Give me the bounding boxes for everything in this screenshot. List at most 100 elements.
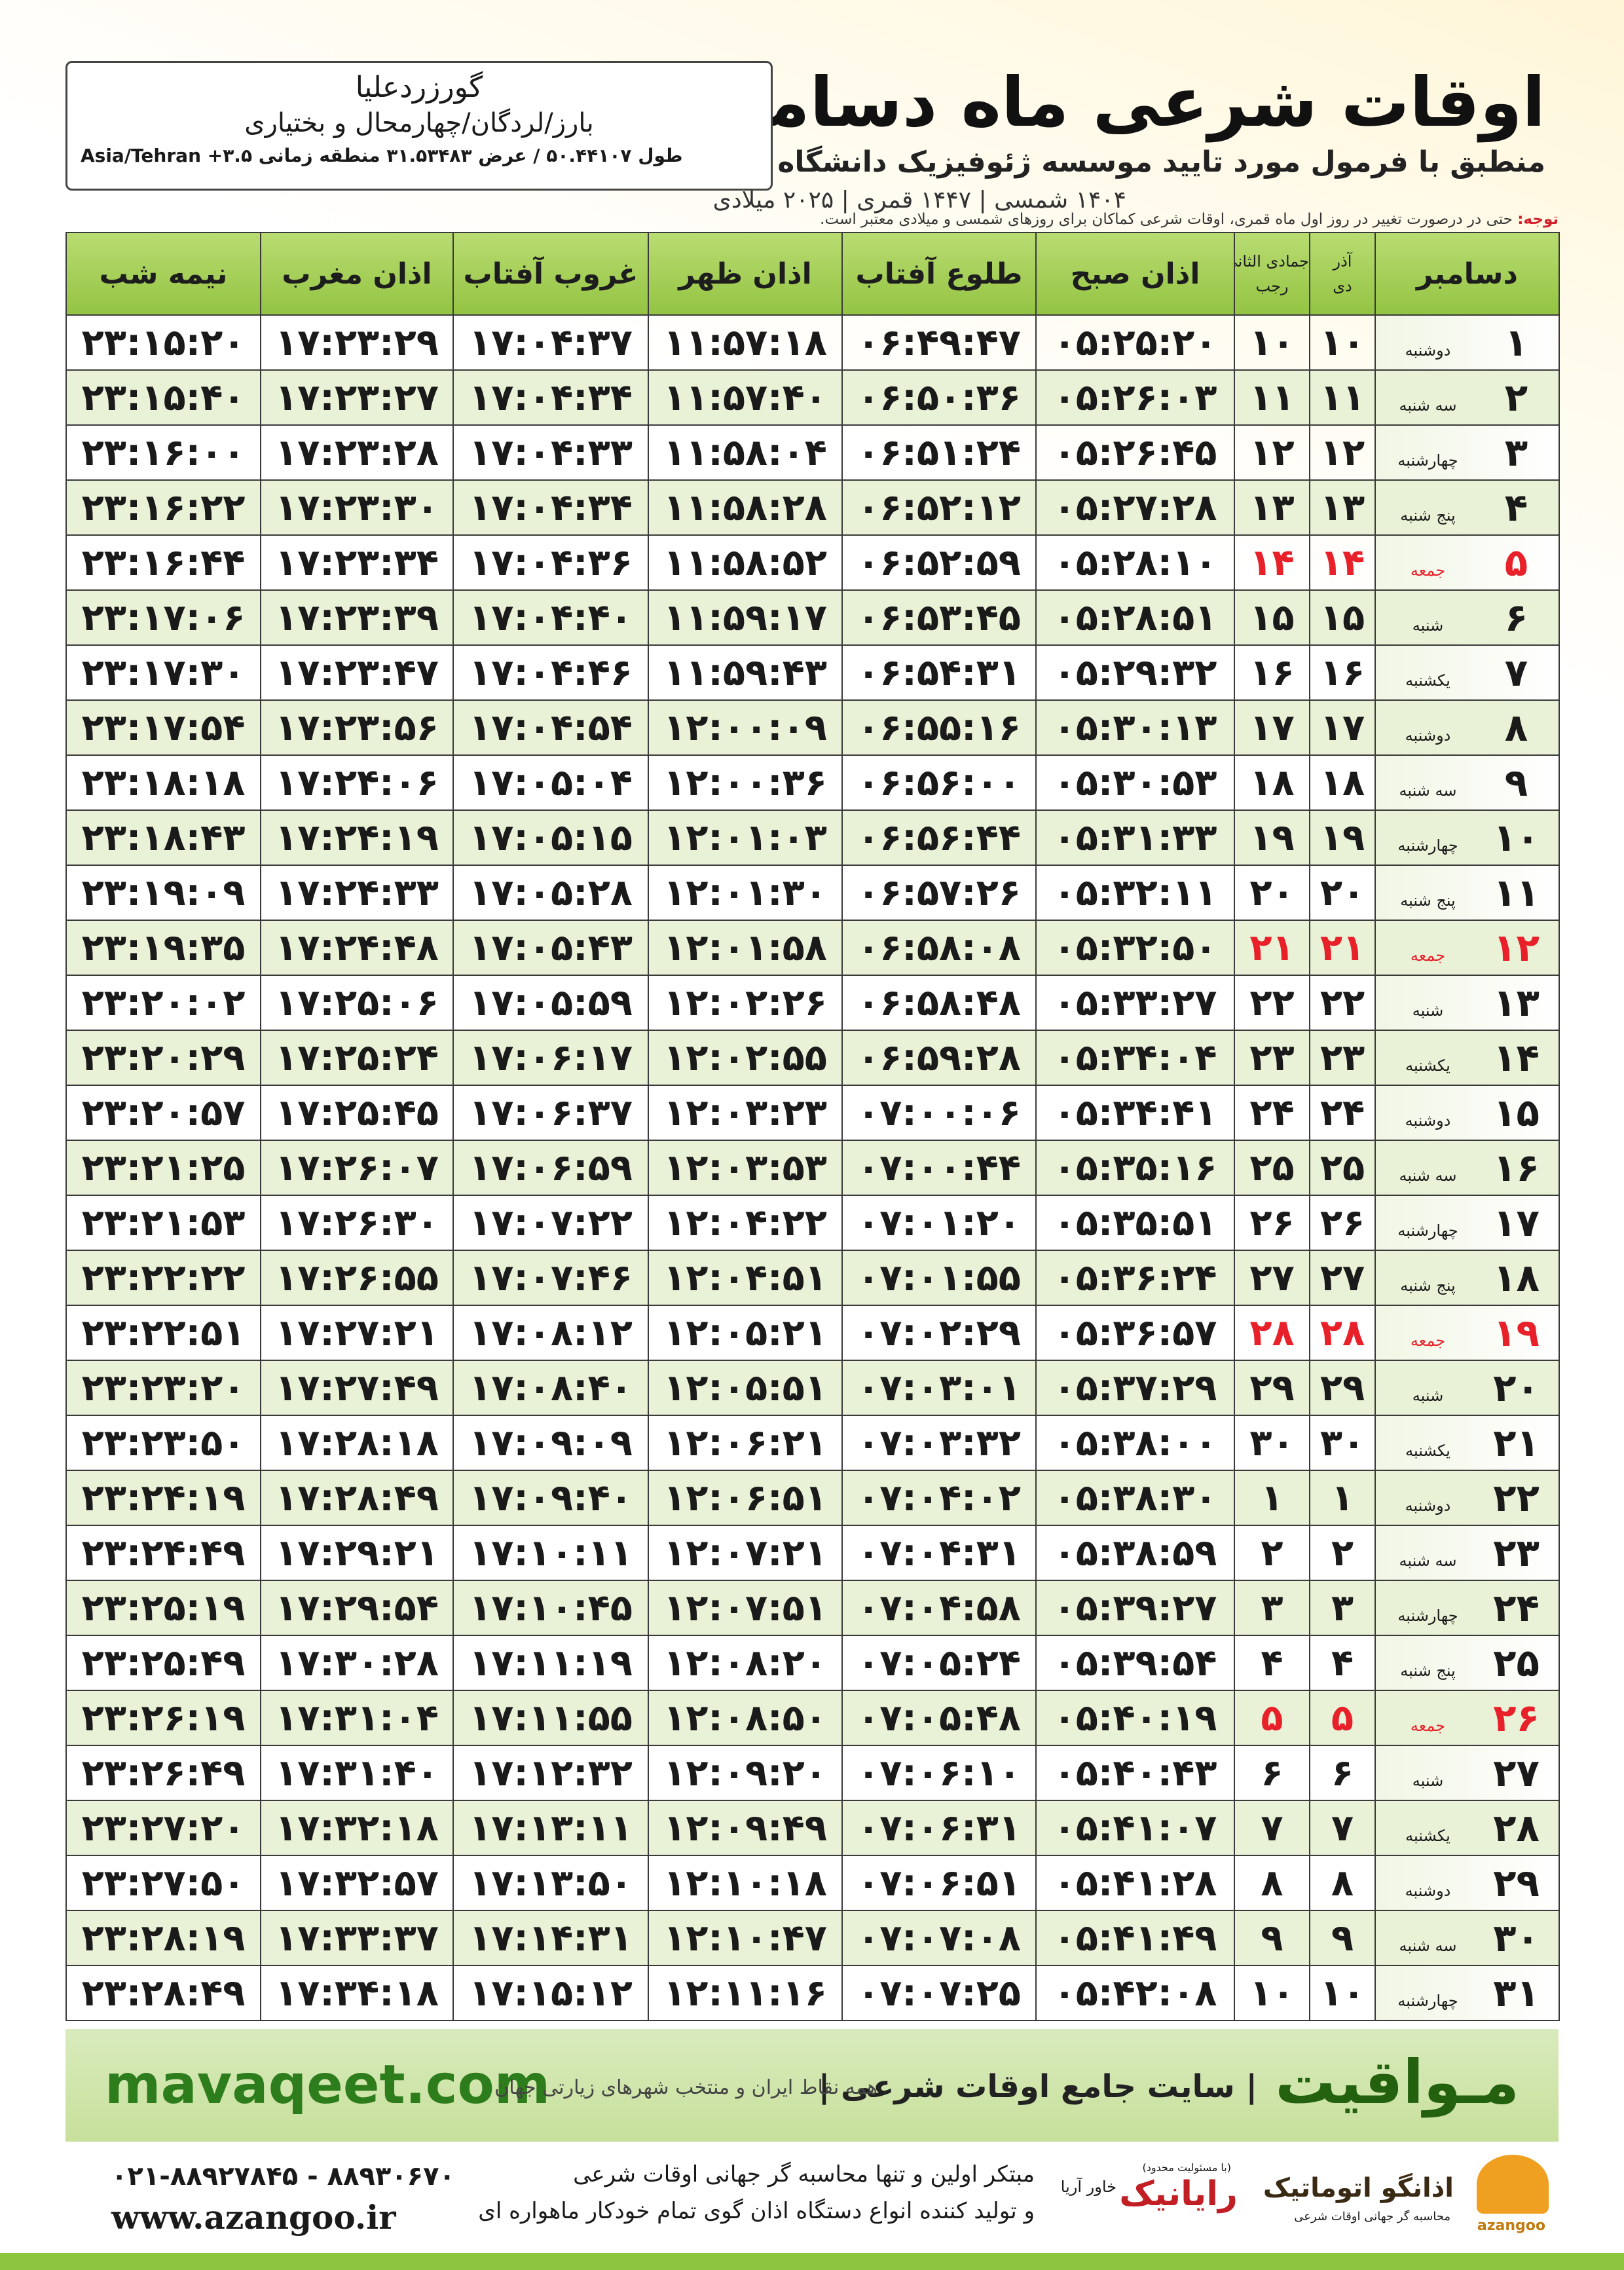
prayer-time: ۱۷:۰۶:۳۷: [452, 1085, 649, 1141]
day-number: ۱۰: [1493, 815, 1540, 860]
prayer-time: ۱۷:۰۵:۴۳: [452, 920, 649, 976]
solar-date: ۲۱: [1309, 920, 1376, 976]
column-header: نیمه شب: [65, 232, 261, 316]
prayer-time: ۱۲:۰۰:۳۶: [648, 754, 843, 811]
day-number: ۸: [1504, 705, 1528, 750]
column-header: دسامبر: [1375, 232, 1560, 316]
prayer-time: ۰۷:۰۰:۰۶: [841, 1085, 1037, 1141]
day-number: ۱۴: [1493, 1035, 1540, 1080]
weekday: پنج شنبه: [1400, 891, 1456, 910]
prayer-time: ۱۷:۱۱:۵۵: [452, 1690, 649, 1746]
solar-date: ۲۹: [1309, 1360, 1376, 1416]
website[interactable]: www.azangoo.ir: [111, 2198, 396, 2237]
prayer-time: ۰۵:۳۶:۵۷: [1035, 1305, 1235, 1361]
prayer-time: ۰۷:۰۶:۵۱: [841, 1855, 1037, 1911]
prayer-time: ۲۳:۱۶:۲۲: [65, 479, 261, 536]
prayer-time: ۱۲:۰۲:۵۵: [648, 1030, 843, 1086]
day-cell: ۲۵ پنج شنبه: [1375, 1635, 1560, 1691]
prayer-time: ۰۷:۰۰:۴۴: [841, 1140, 1037, 1196]
solar-date: ۱۰: [1309, 314, 1376, 371]
weekday: جمعه: [1410, 1331, 1446, 1350]
day-cell: ۱۳ شنبه: [1375, 975, 1560, 1031]
prayer-time: ۱۷:۲۶:۰۷: [260, 1140, 454, 1196]
lunar-date: ۱۴: [1234, 534, 1310, 591]
column-header: غروب آفتاب: [452, 232, 649, 316]
solar-date: ۲۶: [1309, 1195, 1376, 1251]
weekday: یکشنبه: [1405, 1056, 1450, 1075]
day-number: ۵: [1504, 540, 1528, 585]
day-cell: ۱۵ دوشنبه: [1375, 1085, 1560, 1141]
prayer-time: ۱۷:۲۷:۲۱: [260, 1305, 454, 1361]
weekday: پنج شنبه: [1400, 1662, 1456, 1680]
prayer-time: ۱۲:۱۱:۱۶: [648, 1965, 843, 2021]
lunar-date: ۱۶: [1234, 644, 1310, 701]
prayer-time: ۱۷:۲۴:۱۹: [260, 809, 454, 866]
row: ۲۰شنبه ۲۹ ۲۹ ۰۵:۳۷:۲۹ ۰۷:۰۳:۰۱ ۱۲:۰۵:۵۱ ۱۷:۰۸:…: [65, 1360, 1560, 1416]
prayer-time: ۲۳:۲۵:۱۹: [65, 1580, 261, 1636]
weekday: دوشنبه: [1405, 1111, 1451, 1130]
day-number: ۹: [1504, 760, 1528, 805]
lunar-date: ۱۳: [1234, 479, 1310, 536]
prayer-time: ۲۳:۲۱:۲۵: [65, 1140, 261, 1196]
day-cell: ۱۰ چهارشنبه: [1375, 809, 1560, 866]
prayer-time: ۱۲:۰۸:۵۰: [648, 1690, 843, 1746]
prayer-time: ۰۵:۳۹:۲۷: [1035, 1580, 1235, 1636]
prayer-time: ۰۶:۵۲:۵۹: [841, 534, 1037, 591]
prayer-time: ۱۷:۰۷:۴۶: [452, 1250, 649, 1306]
day-cell: ۳ چهارشنبه: [1375, 424, 1560, 481]
prayer-time: ۲۳:۲۶:۴۹: [65, 1745, 261, 1801]
solar-date: ۱: [1309, 1470, 1376, 1526]
prayer-time: ۰۵:۲۸:۵۱: [1035, 589, 1235, 646]
solar-date: ۱۸: [1309, 754, 1376, 811]
lunar-date: ۲۳: [1234, 1030, 1310, 1086]
weekday: پنج شنبه: [1400, 1276, 1456, 1295]
solar-date: ۱۳: [1309, 479, 1376, 536]
day-cell: ۱۱ پنج شنبه: [1375, 865, 1560, 921]
weekday: سه شنبه: [1399, 1166, 1457, 1185]
prayer-time: ۰۶:۵۶:۴۴: [841, 809, 1037, 866]
company-sub: خاور آریا: [1060, 2178, 1116, 2196]
lunar-date: ۱: [1234, 1470, 1310, 1526]
row: ۱۲جمعه ۲۱ ۲۱ ۰۵:۳۲:۵۰ ۰۶:۵۸:۰۸ ۱۲:۰۱:۵۸ ۱۷:۰۵:…: [65, 920, 1560, 976]
day-cell: ۲ سه شنبه: [1375, 369, 1560, 426]
location-box: گورزردعلیا بارز/لردگان/چهارمحال و بختیار…: [65, 61, 773, 191]
weekday: سه شنبه: [1399, 781, 1457, 800]
prayer-time: ۱۷:۲۹:۵۴: [260, 1580, 454, 1636]
column-header: طلوع آفتاب: [841, 232, 1037, 316]
day-cell: ۱۹ جمعه: [1375, 1305, 1560, 1361]
row: ۱۷چهارشنبه ۲۶ ۲۶ ۰۵:۳۵:۵۱ ۰۷:۰۱:۲۰ ۱۲:۰۴:۲۲ ۱۷…: [65, 1195, 1560, 1251]
prayer-time: ۲۳:۲۲:۲۲: [65, 1250, 261, 1306]
weekday: چهارشنبه: [1397, 1992, 1458, 2010]
prayer-time: ۲۳:۲۳:۲۰: [65, 1360, 261, 1416]
prayer-time: ۰۷:۰۲:۲۹: [841, 1305, 1037, 1361]
note-label: توجه:: [1517, 211, 1559, 228]
prayer-time: ۱۷:۳۱:۰۴: [260, 1690, 454, 1746]
note-text: حتی در درصورت تغییر در روز اول ماه قمری،…: [820, 211, 1513, 228]
title: اوقات شرعی ماه دسامبر: [697, 62, 1545, 142]
row: ۱۱پنج شنبه ۲۰ ۲۰ ۰۵:۳۲:۱۱ ۰۶:۵۷:۲۶ ۱۲:۰۱:۳۰ ۱۷…: [65, 865, 1560, 921]
prayer-time: ۱۲:۰۱:۰۳: [648, 809, 843, 866]
prayer-time: ۱۷:۰۴:۴۶: [452, 644, 649, 701]
prayer-time: ۱۷:۲۴:۰۶: [260, 754, 454, 811]
prayer-time: ۱۷:۲۶:۳۰: [260, 1195, 454, 1251]
prayer-time: ۰۵:۳۵:۵۱: [1035, 1195, 1235, 1251]
solar-date: ۵: [1309, 1690, 1376, 1746]
row: ۲۳سه شنبه ۲ ۲ ۰۵:۳۸:۵۹ ۰۷:۰۴:۳۱ ۱۲:۰۷:۲۱ ۱۷:۱۰…: [65, 1525, 1560, 1581]
prayer-time: ۰۵:۴۱:۰۷: [1035, 1800, 1235, 1856]
day-number: ۳۰: [1493, 1916, 1540, 1960]
banner-url[interactable]: mavaqeet.com: [105, 2054, 551, 2116]
prayer-time: ۰۵:۳۴:۰۴: [1035, 1030, 1235, 1086]
prayer-time: ۰۵:۳۶:۲۴: [1035, 1250, 1235, 1306]
weekday: یکشنبه: [1405, 1827, 1450, 1845]
prayer-time: ۱۷:۲۳:۲۹: [260, 314, 454, 371]
weekday: شنبه: [1412, 1772, 1444, 1790]
location-region: بارز/لردگان/چهارمحال و بختیاری: [244, 108, 594, 138]
prayer-time: ۱۷:۲۳:۴۷: [260, 644, 454, 701]
prayer-time: ۱۷:۱۳:۵۰: [452, 1855, 649, 1911]
day-number: ۱۹: [1493, 1311, 1540, 1355]
day-cell: ۸ دوشنبه: [1375, 699, 1560, 756]
prayer-time: ۰۷:۰۳:۰۱: [841, 1360, 1037, 1416]
column-header-bottom: رجب: [1255, 277, 1289, 295]
prayer-time: ۰۵:۳۹:۵۴: [1035, 1635, 1235, 1691]
